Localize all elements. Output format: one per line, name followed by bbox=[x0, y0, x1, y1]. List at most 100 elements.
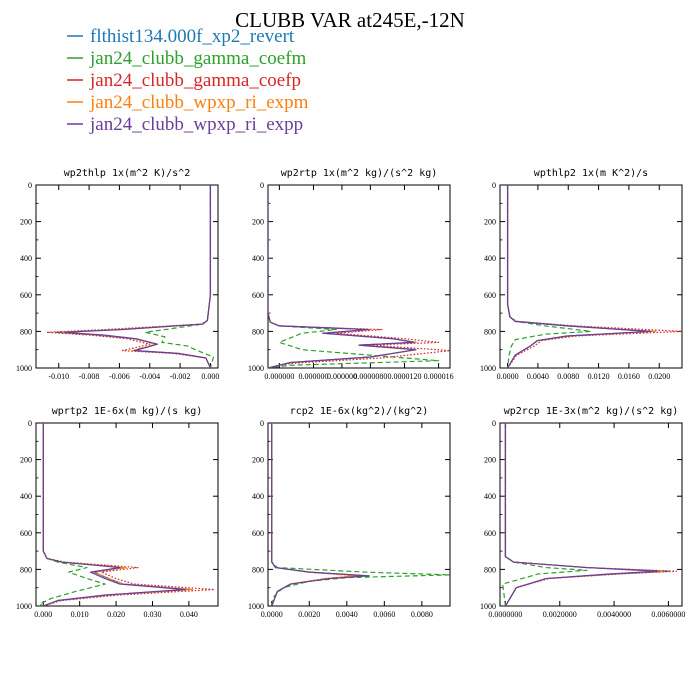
legend-label: jan24_clubb_wpxp_ri_expp bbox=[89, 114, 303, 135]
series-group bbox=[46, 185, 215, 368]
x-tick-label: 0.0020000 bbox=[543, 610, 577, 619]
series-group bbox=[506, 185, 682, 368]
y-tick-label: 0 bbox=[492, 181, 496, 190]
legend-label: jan24_clubb_gamma_coefp bbox=[89, 70, 301, 91]
x-tick-label: 0.010 bbox=[71, 610, 89, 619]
x-tick-label: 0.0080 bbox=[557, 372, 579, 381]
series-line-5 bbox=[64, 185, 212, 368]
panel-4: wprtp2 1E-6x(m kg)/(s kg) 0 200 400 600 800 10… bbox=[16, 406, 219, 619]
y-tick-label: 800 bbox=[484, 565, 496, 574]
series-line-3 bbox=[506, 185, 682, 368]
x-tick-label: 0.030 bbox=[143, 610, 161, 619]
panel-title: wp2rcp 1E-3x(m^2 kg)/(s^2 kg) bbox=[504, 406, 679, 417]
y-tick-label: 600 bbox=[252, 291, 264, 300]
y-tick-label: 400 bbox=[252, 492, 264, 501]
x-tick-label: 0.040 bbox=[180, 610, 198, 619]
series-line-5 bbox=[506, 185, 651, 368]
legend-label: jan24_clubb_wpxp_ri_expm bbox=[89, 92, 309, 113]
series-group bbox=[502, 423, 678, 606]
series-line-4 bbox=[268, 185, 417, 368]
series-line-1 bbox=[271, 423, 367, 606]
y-tick-label: 200 bbox=[252, 218, 264, 227]
y-tick-label: 800 bbox=[252, 565, 264, 574]
series-group bbox=[39, 423, 215, 606]
series-line-5 bbox=[268, 185, 417, 368]
series-line-2 bbox=[144, 185, 215, 368]
y-tick-label: 0 bbox=[260, 181, 264, 190]
series-line-3 bbox=[504, 423, 678, 606]
y-tick-label: 200 bbox=[484, 456, 496, 465]
y-tick-label: 400 bbox=[20, 254, 32, 263]
y-tick-label: 400 bbox=[484, 254, 496, 263]
y-tick-label: 400 bbox=[484, 492, 496, 501]
panel-title: wpthlp2 1x(m K^2)/s bbox=[534, 168, 648, 179]
x-tick-label: -0.010 bbox=[48, 372, 69, 381]
y-tick-label: 600 bbox=[20, 529, 32, 538]
x-tick-label: 0.0060 bbox=[373, 610, 395, 619]
y-tick-label: 0 bbox=[260, 419, 264, 428]
panel-title: wp2rtp 1x(m^2 kg)/(s^2 kg) bbox=[281, 168, 438, 179]
x-tick-label: 0.0040000 bbox=[597, 610, 631, 619]
y-tick-label: 0 bbox=[28, 181, 32, 190]
y-tick-label: 200 bbox=[484, 218, 496, 227]
series-line-2 bbox=[271, 423, 450, 606]
x-tick-label: 0.0000 bbox=[497, 372, 519, 381]
series-line-2 bbox=[506, 185, 592, 368]
y-tick-label: 1000 bbox=[248, 364, 264, 373]
x-tick-label: 0.000000 bbox=[264, 372, 294, 381]
series-line-3 bbox=[46, 185, 212, 368]
x-tick-label: -0.004 bbox=[139, 372, 160, 381]
y-tick-label: 1000 bbox=[16, 364, 32, 373]
y-tick-label: 1000 bbox=[480, 602, 496, 611]
panels: wp2thlp 1x(m^2 K)/s^2 0 200 400 600 800 1000 -0… bbox=[16, 168, 685, 619]
y-tick-label: 1000 bbox=[16, 602, 32, 611]
y-tick-label: 600 bbox=[484, 291, 496, 300]
y-tick-label: 600 bbox=[252, 529, 264, 538]
legend-item: jan24_clubb_wpxp_ri_expm bbox=[67, 92, 309, 113]
series-line-4 bbox=[504, 423, 664, 606]
y-tick-label: 1000 bbox=[480, 364, 496, 373]
panel-1: wp2thlp 1x(m^2 K)/s^2 0 200 400 600 800 1000 -0… bbox=[16, 168, 219, 381]
series-line-5 bbox=[271, 423, 370, 606]
x-tick-label: 0.0000 bbox=[261, 610, 283, 619]
plot-frame bbox=[267, 422, 451, 607]
x-tick-label: -0.006 bbox=[109, 372, 130, 381]
panel-title: wprtp2 1E-6x(m kg)/(s kg) bbox=[52, 406, 203, 417]
series-line-2 bbox=[39, 423, 106, 606]
plot-frame bbox=[35, 422, 219, 607]
series-line-1 bbox=[268, 185, 417, 368]
y-tick-label: 800 bbox=[484, 327, 496, 336]
x-tick-label: 0.0000120 bbox=[388, 372, 422, 381]
x-tick-label: 0.0120 bbox=[588, 372, 610, 381]
series-group bbox=[268, 185, 450, 368]
y-tick-label: 200 bbox=[20, 218, 32, 227]
legend-label: flthist134.000f_xp2_revert bbox=[90, 26, 295, 47]
series-line-3 bbox=[268, 185, 450, 368]
x-tick-label: 0.0200 bbox=[648, 372, 670, 381]
panel-3: wpthlp2 1x(m K^2)/s020040060080010000.00… bbox=[480, 168, 683, 381]
panel-6: wp2rcp 1E-3x(m^2 kg)/(s^2 kg) 0 200 400 600 8… bbox=[480, 406, 685, 619]
series-line-2 bbox=[268, 185, 440, 368]
x-tick-label: 0.020 bbox=[107, 610, 125, 619]
y-tick-label: 600 bbox=[20, 291, 32, 300]
x-tick-label: 0.0000080 bbox=[353, 372, 387, 381]
panel-2: wp2rtp 1x(m^2 kg)/(s^2 kg) 0 200 400 600 800 1… bbox=[248, 168, 454, 381]
figure-title: CLUBB VAR at245E,-12N bbox=[235, 8, 465, 32]
y-tick-label: 800 bbox=[20, 565, 32, 574]
x-tick-label: 0.0060000 bbox=[651, 610, 685, 619]
series-line-5 bbox=[42, 423, 186, 606]
legend-item: flthist134.000f_xp2_revert bbox=[67, 26, 295, 47]
x-tick-label: -0.002 bbox=[170, 372, 191, 381]
series-line-4 bbox=[42, 423, 194, 606]
y-tick-label: 400 bbox=[20, 492, 32, 501]
series-group bbox=[271, 423, 450, 606]
plot-frame bbox=[499, 422, 683, 607]
series-line-4 bbox=[61, 185, 212, 368]
y-tick-label: 400 bbox=[252, 254, 264, 263]
series-line-1 bbox=[42, 423, 190, 606]
plot-frame bbox=[35, 184, 219, 369]
legend-item: jan24_clubb_gamma_coefm bbox=[67, 48, 307, 69]
y-tick-label: 200 bbox=[20, 456, 32, 465]
y-tick-label: 600 bbox=[484, 529, 496, 538]
x-tick-label: 0.0040 bbox=[527, 372, 549, 381]
